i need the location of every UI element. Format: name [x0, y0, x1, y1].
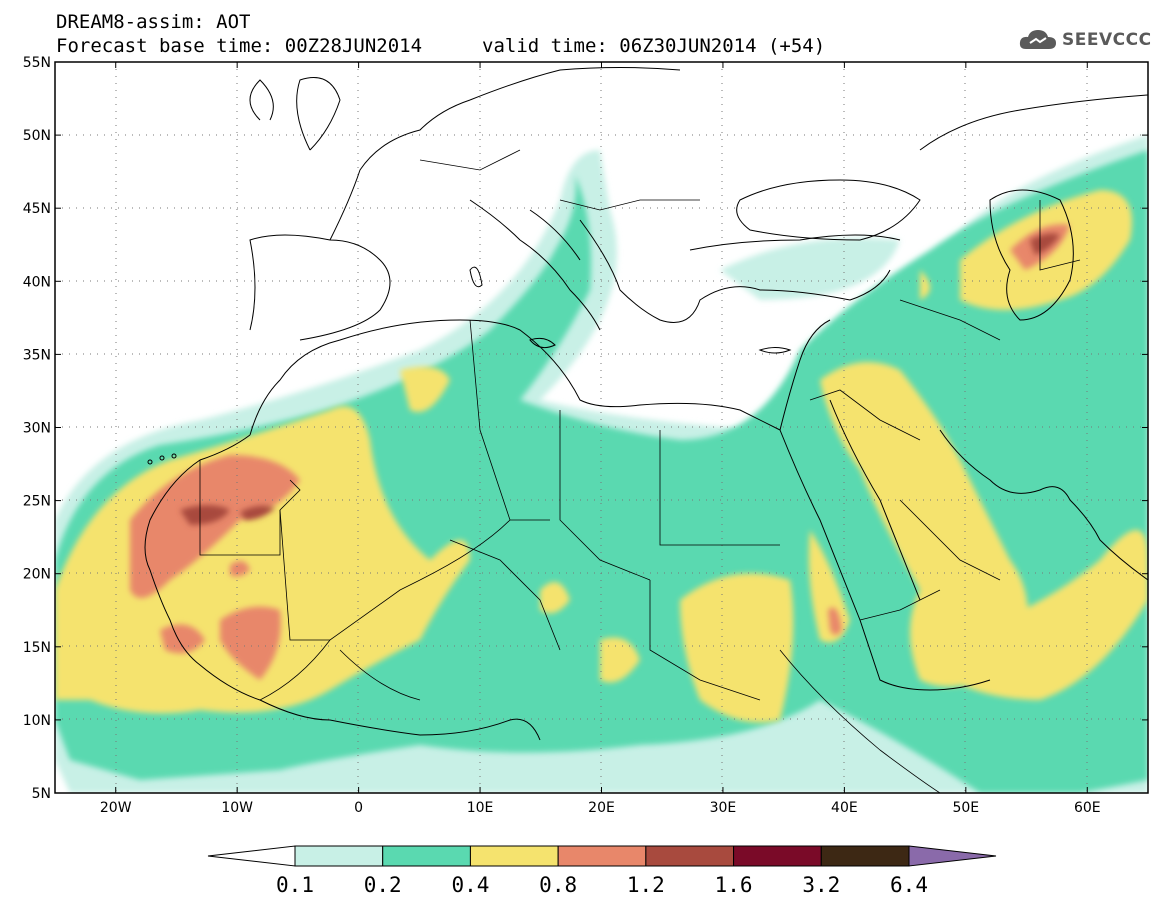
colorbar-label: 0.8	[539, 873, 577, 897]
latitude-axis: 5N 10N 15N 20N 25N 30N 35N 40N 45N 50N 55N	[23, 55, 1148, 802]
aot-field	[55, 62, 1148, 793]
aot-band-1.2	[180, 233, 1060, 525]
colorbar-label: 6.4	[890, 873, 928, 897]
cloud-icon	[1019, 30, 1056, 49]
lat-label: 30N	[23, 421, 51, 437]
lon-label: 20W	[100, 800, 132, 816]
lon-label: 10E	[467, 800, 494, 816]
forecast-base-time: Forecast base time: 00Z28JUN2014	[56, 35, 423, 57]
lat-label: 35N	[23, 347, 51, 363]
lat-label: 25N	[23, 494, 51, 510]
colorbar-over-triangle	[908, 845, 997, 867]
lon-label: 10W	[221, 800, 253, 816]
lon-label: 20E	[588, 800, 615, 816]
colorbar-segment	[557, 845, 647, 867]
colorbar-label: 0.2	[364, 873, 402, 897]
map-title: DREAM8-assim: AOT	[56, 11, 251, 33]
colorbar: 0.1 0.2 0.4 0.8 1.2 1.6 3.2 6.4	[207, 845, 997, 897]
colorbar-segment	[294, 845, 384, 867]
seevccc-logo: SEEVCCC	[1018, 26, 1152, 54]
lat-label: 15N	[23, 640, 51, 656]
lat-label: 55N	[23, 55, 51, 71]
lat-label: 50N	[23, 128, 51, 144]
lon-label: 0	[354, 800, 363, 816]
longitude-axis: 20W 10W 0 10E 20E 30E 40E 50E 60E	[100, 62, 1101, 816]
lat-label: 45N	[23, 201, 51, 217]
lon-label: 50E	[952, 800, 979, 816]
lat-label: 10N	[23, 713, 51, 729]
lon-label: 40E	[831, 800, 858, 816]
colorbar-label: 0.4	[451, 873, 489, 897]
lon-label: 30E	[710, 800, 737, 816]
colorbar-segment	[820, 845, 910, 867]
colorbar-label: 0.1	[276, 873, 314, 897]
colorbar-under-triangle	[207, 845, 296, 867]
logo-text: SEEVCCC	[1062, 30, 1152, 50]
colorbar-label: 1.2	[627, 873, 665, 897]
colorbar-segment	[733, 845, 822, 867]
colorbar-segment	[382, 845, 471, 867]
aot-band-0.8	[130, 224, 1070, 680]
lon-label: 60E	[1074, 800, 1101, 816]
country-borders	[199, 149, 1081, 793]
graticule	[55, 62, 1148, 793]
lat-label: 40N	[23, 274, 51, 290]
lat-label: 20N	[23, 567, 51, 583]
coastlines	[144, 67, 1148, 741]
lat-label: 5N	[32, 786, 51, 802]
colorbar-label: 1.6	[715, 873, 753, 897]
colorbar-segment	[645, 845, 735, 867]
valid-time: valid time: 06Z30JUN2014 (+54)	[482, 35, 826, 57]
colorbar-label: 3.2	[802, 873, 840, 897]
colorbar-segment	[469, 845, 559, 867]
